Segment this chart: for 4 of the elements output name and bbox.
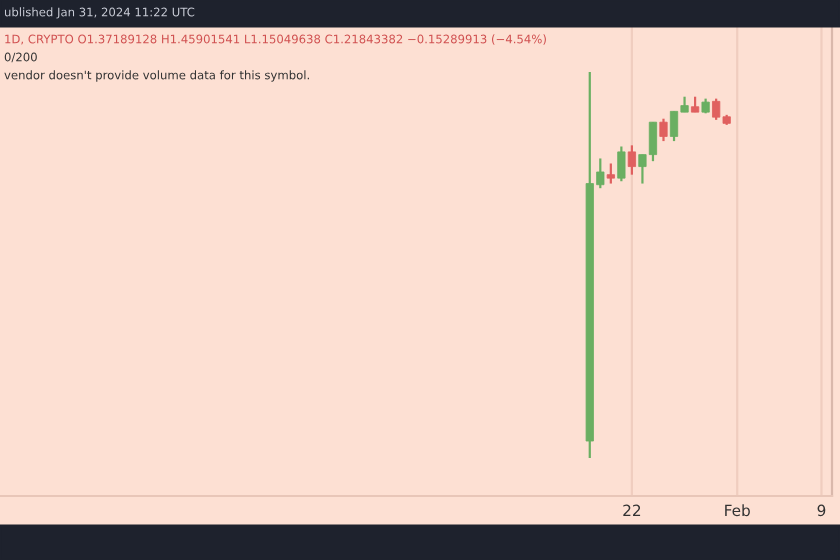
candlestick: [617, 145, 626, 183]
candlestick: [627, 144, 636, 176]
candlestick: [606, 162, 615, 185]
candlestick: [659, 117, 668, 143]
